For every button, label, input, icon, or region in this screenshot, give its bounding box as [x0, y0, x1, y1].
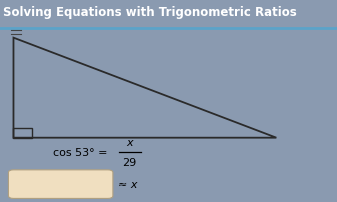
Text: cos 53° =: cos 53° =	[53, 147, 108, 157]
FancyBboxPatch shape	[8, 170, 113, 198]
Text: Solving Equations with Trigonometric Ratios: Solving Equations with Trigonometric Rat…	[3, 6, 297, 19]
Text: x: x	[126, 138, 133, 147]
Text: ≈ x: ≈ x	[118, 179, 137, 189]
Text: 29: 29	[123, 157, 137, 167]
